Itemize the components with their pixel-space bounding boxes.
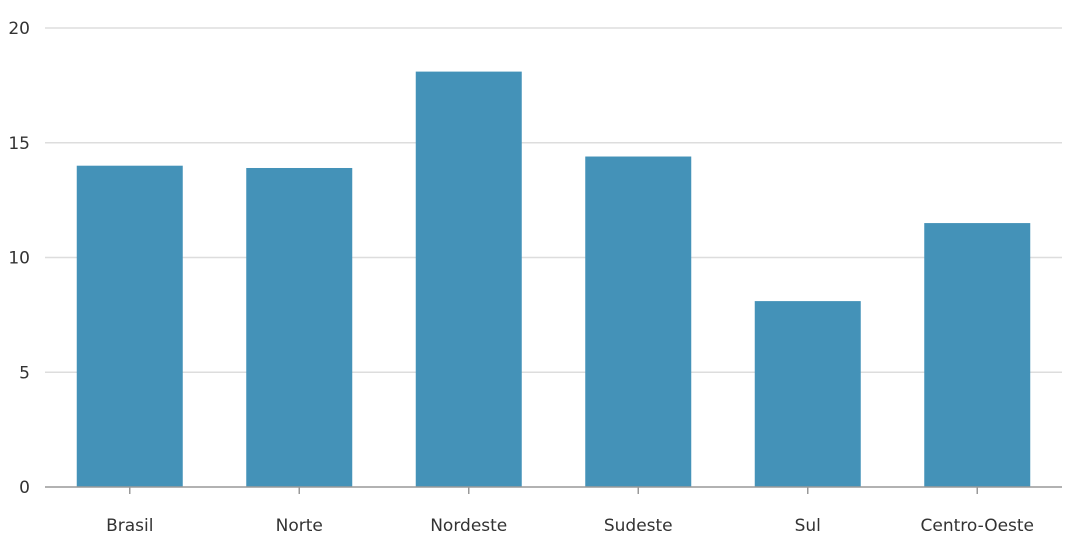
x-category-label: Nordeste: [430, 516, 507, 536]
y-tick-label: 0: [19, 478, 30, 498]
bar-layer: [76, 71, 1031, 487]
x-category-label: Centro-Oeste: [920, 516, 1034, 536]
x-category-label: Norte: [276, 516, 323, 536]
axis-layer: [45, 486, 1062, 494]
x-category-label: Sudeste: [604, 516, 673, 536]
bar-centro-oeste: [924, 223, 1031, 487]
label-layer: 0 5 10 15 20 Brasil Norte Nordeste Sudeste Sul Cen…: [8, 19, 1034, 536]
y-tick-label: 20: [8, 19, 30, 39]
bar-sul: [754, 301, 861, 487]
grid-layer: [45, 27, 1062, 373]
bar-nordeste: [415, 71, 522, 487]
x-category-label: Brasil: [106, 516, 153, 536]
bar-norte: [246, 167, 353, 487]
bar-sudeste: [585, 156, 692, 487]
y-tick-label: 10: [8, 249, 30, 269]
y-tick-label: 5: [19, 363, 30, 383]
y-tick-label: 15: [8, 134, 30, 154]
bar-brasil: [76, 165, 183, 487]
x-category-label: Sul: [795, 516, 821, 536]
